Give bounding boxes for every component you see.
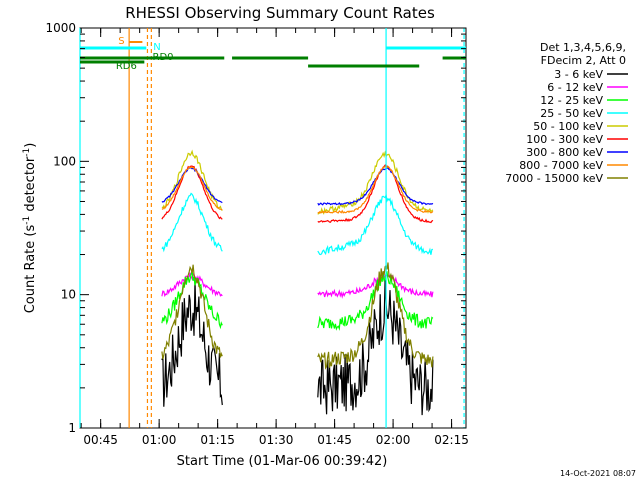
legend-label-1: 6 - 12 keV — [547, 81, 603, 94]
legend-label-3: 25 - 50 keV — [540, 107, 603, 120]
legend-header-line2: FDecim 2, Att 0 — [541, 54, 626, 67]
x-tick-label: 01:00 — [142, 433, 177, 447]
series-layer — [161, 149, 434, 416]
series-line-1 — [161, 272, 434, 299]
plot-frame — [79, 27, 467, 429]
legend-label-5: 100 - 300 keV — [526, 133, 603, 146]
y-axis-label-sup2: -1 — [22, 148, 32, 157]
x-tick-label: 01:45 — [317, 433, 352, 447]
y-axis-ticks: 1 10 100 1000 — [45, 21, 466, 435]
legend-label-2: 12 - 25 keV — [540, 94, 603, 107]
footer-date: 14-Oct-2021 08:07 — [560, 469, 636, 478]
y-axis-label: Count Rate (s-1 detector-1) — [22, 143, 38, 314]
flag-label-s: S — [118, 36, 124, 47]
legend-label-6: 300 - 800 keV — [526, 146, 603, 159]
y-axis-label-main: Count Rate (s — [23, 225, 38, 314]
series-line-8 — [161, 262, 434, 370]
series-line-7 — [161, 165, 434, 214]
series-line-3 — [161, 192, 434, 256]
legend-label-7: 800 - 7000 keV — [519, 159, 603, 172]
y-axis-label-end: ) — [23, 143, 38, 148]
legend-label-4: 50 - 100 keV — [533, 120, 603, 133]
y-tick-label: 10 — [61, 288, 76, 302]
flag-label-rd6: RD6 — [116, 61, 137, 72]
x-tick-label: 01:15 — [200, 433, 235, 447]
y-tick-label: 1 — [68, 421, 76, 435]
legend: Det 1,3,4,5,6,9, FDecim 2, Att 0 3 - 6 k… — [505, 41, 628, 185]
legend-header-line1: Det 1,3,4,5,6,9, — [540, 41, 626, 54]
x-tick-label: 02:15 — [434, 433, 469, 447]
y-tick-label: 100 — [53, 154, 76, 168]
flag-label-n: N — [153, 42, 160, 53]
y-axis-label-mid: detector — [23, 156, 38, 216]
x-tick-label: 00:45 — [83, 433, 118, 447]
x-axis-ticks: 00:45 01:00 01:15 01:30 01:45 02:00 02:15 — [80, 28, 469, 447]
flag-label-rd0: RD0 — [153, 52, 174, 63]
legend-label-8: 7000 - 15000 keV — [505, 172, 603, 185]
y-axis-label-sup1: -1 — [22, 216, 32, 225]
series-line-0 — [161, 278, 434, 416]
y-tick-label: 1000 — [45, 21, 76, 35]
x-axis-label: Start Time (01-Mar-06 00:39:42) — [177, 454, 388, 469]
x-tick-label: 01:30 — [259, 433, 294, 447]
chart-title: RHESSI Observing Summary Count Rates — [125, 4, 435, 22]
series-line-6 — [161, 167, 434, 206]
vertical-markers — [79, 28, 465, 428]
x-tick-label: 02:00 — [376, 433, 411, 447]
legend-label-0: 3 - 6 keV — [554, 68, 603, 81]
